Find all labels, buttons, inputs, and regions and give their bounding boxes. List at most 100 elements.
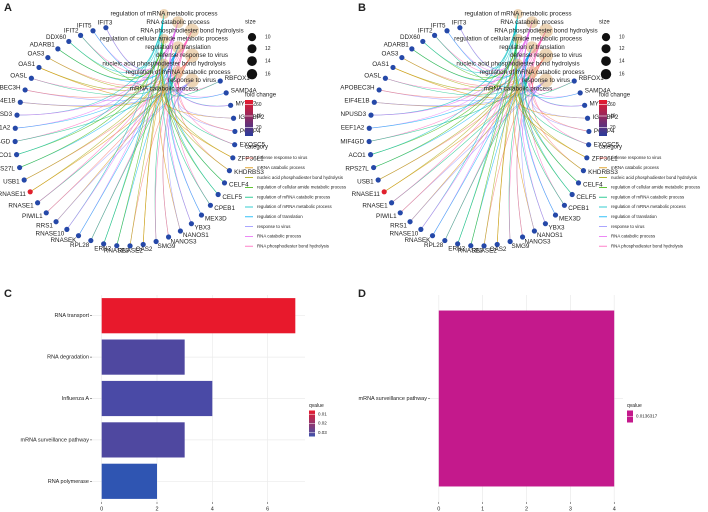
edge — [161, 88, 233, 159]
bar — [101, 380, 213, 417]
category-label: defense response to virus — [510, 52, 582, 59]
gene-node — [371, 164, 377, 171]
edge — [370, 13, 519, 155]
gene-label: OAS1 — [18, 61, 35, 68]
gene-node — [481, 243, 487, 249]
gene-label: RNASE3 — [458, 247, 484, 254]
edge — [176, 30, 221, 91]
legend-label: regulation of mRNA catabolic process — [611, 194, 685, 199]
category-label: nucleic acid phosphodiester bond hydroly… — [456, 60, 579, 67]
gene-label: OAS2 — [490, 246, 507, 253]
gene-node — [88, 237, 94, 244]
size-legend-label: 14 — [265, 58, 271, 64]
gene-node — [34, 200, 41, 206]
category-node — [539, 73, 553, 88]
gene-node — [388, 200, 395, 206]
color-tick-label: 40 — [256, 113, 262, 119]
gene-label: CPEB1 — [214, 205, 235, 212]
y-tick-label: mRNA surveillance pathway — [21, 437, 90, 443]
x-tick-label: 1 — [481, 506, 484, 512]
panel-label: C — [4, 288, 12, 300]
category-label: RNA catabolic process — [146, 19, 209, 26]
size-legend-dot — [247, 33, 257, 42]
gene-label: DDX60 — [46, 34, 67, 41]
category-label: mRNA catabolic process — [484, 85, 553, 92]
category-label: regulation of mRNA catabolic process — [126, 69, 231, 76]
gene-label: RNASE10 — [390, 230, 419, 237]
edge — [374, 80, 547, 106]
gene-node — [371, 99, 377, 105]
edge — [20, 80, 193, 106]
gene-label: MIF4GD — [0, 138, 11, 145]
color-tick-label: 60 — [256, 102, 262, 108]
gene-label: RBFOX1 — [579, 75, 605, 82]
gene-node — [468, 243, 474, 249]
legend-title: size — [245, 20, 256, 26]
y-tick-label: mRNA surveillance pathway — [359, 396, 428, 402]
gene-node — [575, 180, 582, 186]
category-node — [513, 58, 523, 69]
legend-label: RNA catabolic process — [611, 234, 656, 239]
gene-node — [586, 128, 592, 135]
gene-label: SAMD4A — [231, 88, 258, 95]
gene-node — [153, 238, 159, 245]
gene-label: KHDRBS3 — [234, 169, 264, 176]
gene-node — [569, 191, 575, 198]
gene-node — [226, 167, 233, 174]
edge — [161, 38, 225, 184]
bar — [101, 422, 185, 458]
edge — [169, 71, 221, 97]
edge — [161, 63, 233, 159]
gene-node — [577, 90, 583, 96]
gene-node — [230, 155, 236, 161]
edge — [177, 30, 235, 145]
edge — [177, 55, 235, 132]
bar — [101, 339, 185, 375]
y-tick-label: RNA degradation — [47, 355, 89, 361]
legend-label: regulation of translation — [257, 214, 303, 219]
gene-label: SMG9 — [158, 243, 176, 250]
gene-node — [232, 128, 238, 135]
gene-label: ERN2 — [94, 245, 111, 252]
gene-node — [66, 38, 72, 45]
gene-label: RNASEK — [50, 237, 77, 244]
gene-node — [21, 177, 27, 183]
gene-label: RPS27L — [0, 166, 15, 173]
color-tick-label: 20 — [610, 125, 616, 131]
gene-node — [28, 75, 34, 81]
gene-label: NANOS1 — [183, 232, 209, 239]
edge — [38, 63, 165, 91]
panel-label: A — [4, 2, 12, 14]
gene-label: CELF4 — [229, 182, 249, 189]
size-legend-label: 16 — [619, 71, 625, 77]
category-label: regulation of cellular amide metabolic p… — [100, 36, 228, 43]
gene-node — [13, 152, 20, 158]
gene-node — [198, 212, 205, 218]
legend-label: response to virus — [257, 224, 291, 229]
category-node — [159, 83, 169, 94]
edge — [496, 88, 519, 245]
gene-node — [397, 210, 403, 216]
legend-title: category — [245, 145, 268, 151]
category-node — [185, 23, 199, 38]
gene-node — [444, 28, 450, 34]
edge — [515, 63, 587, 159]
gene-label: RPL28 — [70, 242, 90, 249]
y-tick-label: RNA polymerase — [48, 479, 89, 485]
size-legend-dot — [600, 68, 612, 80]
edge — [531, 55, 584, 171]
category-label: RNA catabolic process — [500, 19, 563, 26]
color-tick-label: 0.01 — [318, 411, 327, 416]
gene-node — [228, 102, 234, 108]
category-node — [539, 23, 553, 38]
size-legend-label: 10 — [619, 34, 625, 40]
gene-node — [367, 152, 374, 158]
edge — [384, 88, 519, 193]
legend-title: category — [599, 145, 622, 151]
gene-label: PIWIL1 — [22, 213, 43, 220]
gene-node — [571, 78, 577, 84]
gene-label: IFIT3 — [452, 19, 467, 26]
gene-node — [221, 180, 228, 186]
bar — [438, 310, 615, 487]
color-bar — [599, 100, 607, 136]
